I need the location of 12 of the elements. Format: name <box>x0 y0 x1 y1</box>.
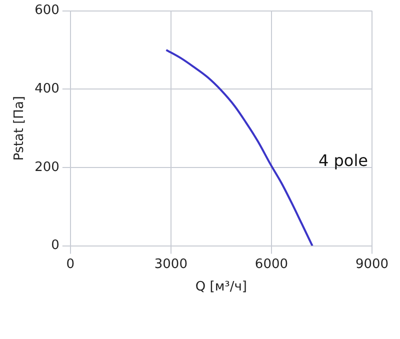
x-tick-label: 9000 <box>355 256 389 272</box>
y-tick-label: 200 <box>34 160 60 175</box>
y-tick-label: 0 <box>51 238 60 254</box>
x-tick-label: 0 <box>66 256 75 272</box>
line-series <box>165 48 314 246</box>
y-tick-label: 600 <box>34 3 60 18</box>
y-tick-label: 400 <box>34 82 60 97</box>
annotation: 4 pole <box>318 150 368 170</box>
y-axis-title: Pstat [Па] <box>12 96 28 161</box>
x-tick-label: 6000 <box>254 256 288 272</box>
x-tick-label: 3000 <box>154 256 188 272</box>
x-axis-title: Q [м³/ч] <box>195 280 248 295</box>
